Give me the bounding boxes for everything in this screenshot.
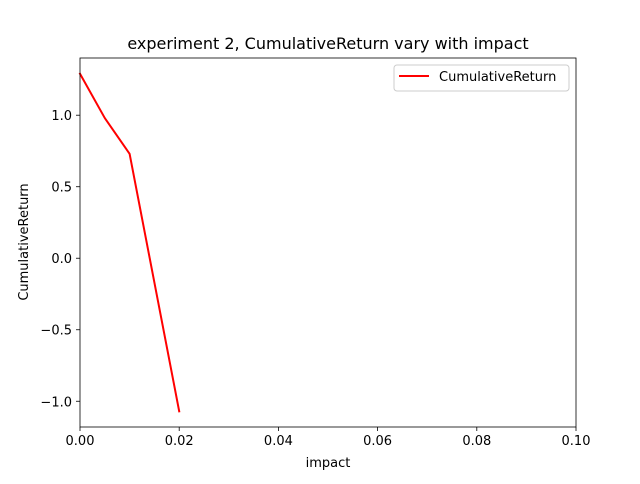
y-tick-label: −0.5 — [40, 324, 72, 339]
y-axis-ticks: −1.0 −0.5 0.0 0.5 1.0 — [40, 109, 80, 410]
legend-box — [393, 64, 570, 92]
y-tick-label: 0.0 — [51, 252, 72, 267]
y-tick-label: −1.0 — [40, 395, 72, 410]
chart-title: experiment 2, CumulativeReturn vary with… — [127, 34, 528, 53]
x-axis-ticks: 0.00 0.02 0.04 0.06 0.08 0.10 — [66, 427, 591, 449]
y-tick-label: 0.5 — [51, 181, 72, 196]
x-tick-label: 0.10 — [562, 434, 591, 449]
series-line-cumulativereturn — [78, 72, 181, 413]
legend: CumulativeReturn — [393, 64, 570, 92]
x-axis-label: impact — [306, 456, 351, 471]
y-tick-label: 1.0 — [51, 109, 72, 124]
x-tick-label: 0.08 — [462, 434, 491, 449]
x-tick-label: 0.06 — [363, 434, 392, 449]
x-tick-label: 0.02 — [165, 434, 194, 449]
x-tick-label: 0.04 — [264, 434, 293, 449]
legend-label-cumulativereturn: CumulativeReturn — [439, 70, 556, 85]
plot-area-frame — [79, 57, 577, 428]
series-layer — [78, 72, 181, 413]
x-tick-label: 0.00 — [66, 434, 95, 449]
y-axis-label: CumulativeReturn — [17, 183, 32, 300]
